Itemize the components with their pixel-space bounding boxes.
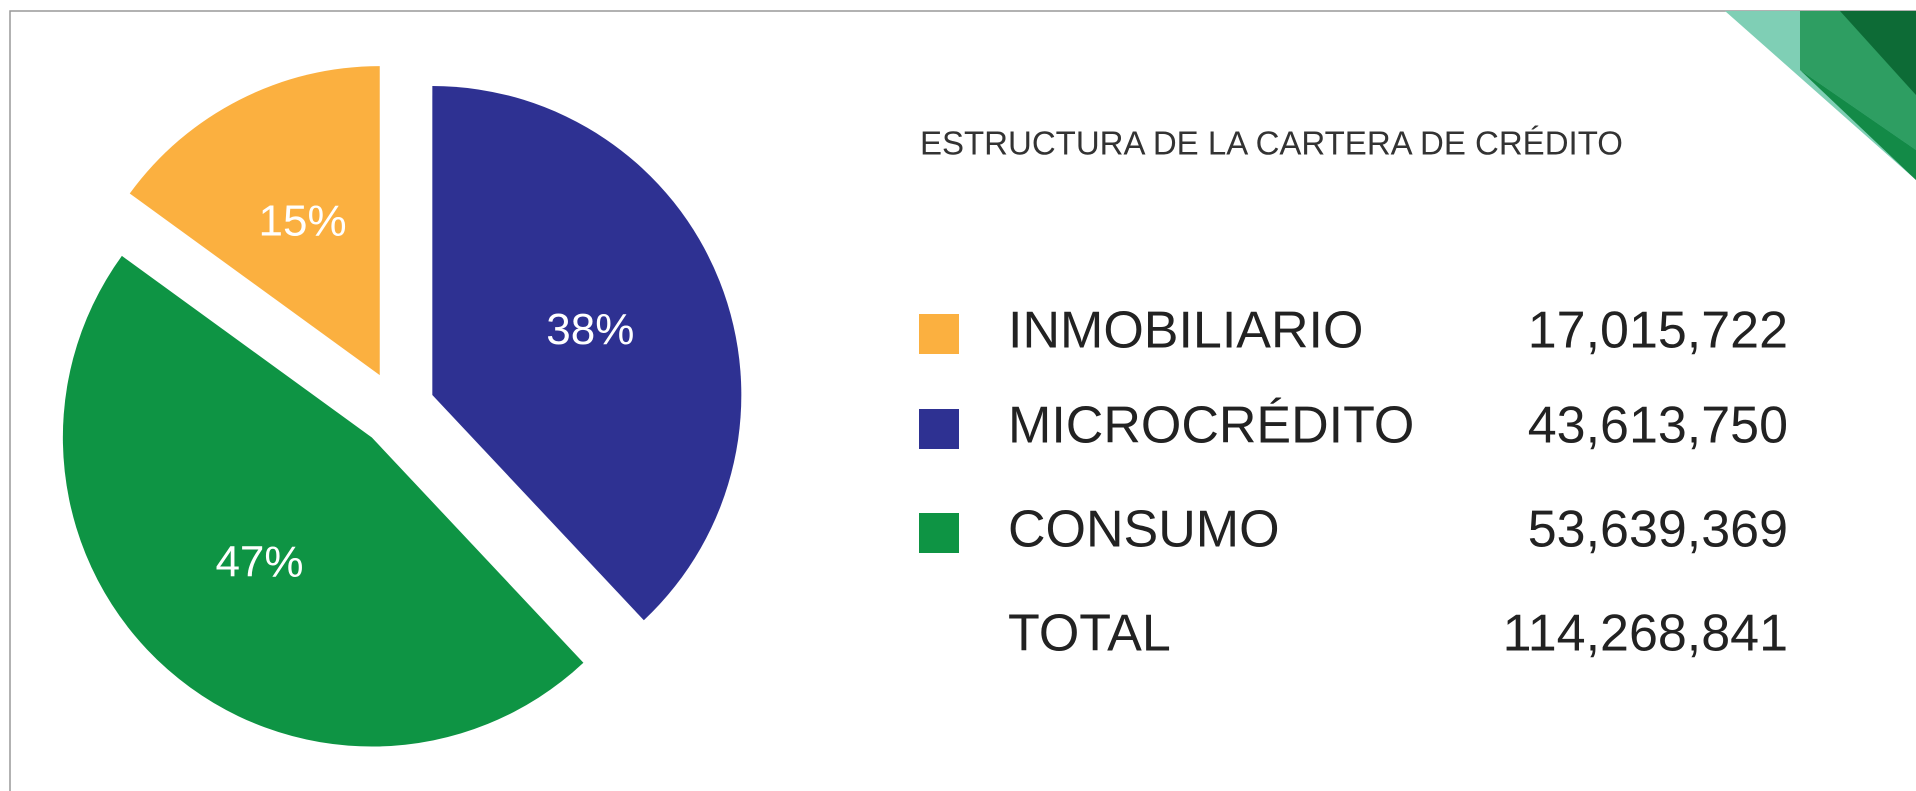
chart-title: ESTRUCTURA DE LA CARTERA DE CRÉDITO: [920, 125, 1623, 162]
slice-label: 47%: [215, 538, 303, 587]
legend-swatch: [919, 513, 959, 553]
legend-swatch: [919, 314, 959, 354]
legend-amount: 17,015,722: [1528, 302, 1788, 360]
legend-label: CONSUMO: [1008, 501, 1280, 559]
legend-amount: 43,613,750: [1528, 397, 1788, 455]
slice-label: 38%: [546, 305, 634, 354]
slice-label: 15%: [259, 196, 347, 245]
total-label: TOTAL: [1008, 605, 1171, 663]
chart: ESTRUCTURA DE LA CARTERA DE CRÉDITO 38% 4…: [0, 0, 1916, 791]
legend-label: MICROCRÉDITO: [1008, 397, 1414, 455]
corner-decoration: [1725, 11, 1916, 180]
total-amount: 114,268,841: [1503, 605, 1788, 663]
legend-swatch: [919, 409, 959, 449]
legend-amount: 53,639,369: [1528, 501, 1788, 559]
legend-label: INMOBILIARIO: [1008, 302, 1363, 360]
